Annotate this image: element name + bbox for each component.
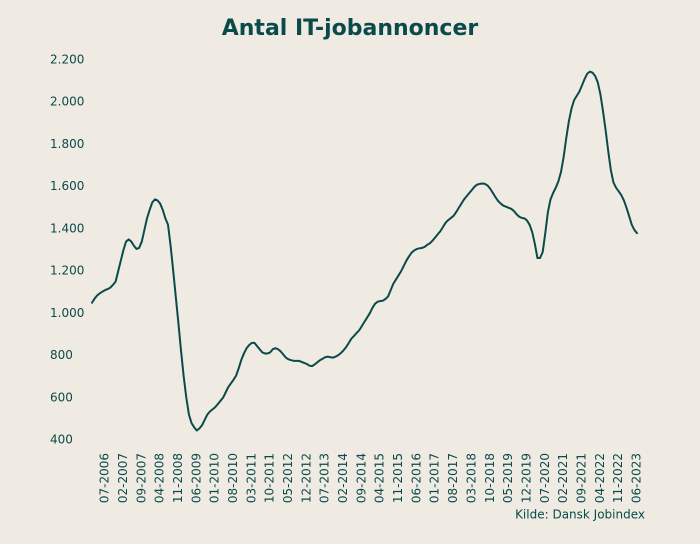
x-tick-label: 07-2013 bbox=[318, 453, 332, 503]
x-tick-label: 05-2012 bbox=[281, 453, 295, 503]
x-tick-label: 09-2007 bbox=[134, 453, 148, 503]
x-tick-label: 04-2008 bbox=[153, 453, 167, 503]
x-tick-label: 12-2012 bbox=[299, 453, 313, 503]
y-tick-label: 1.200 bbox=[50, 264, 84, 278]
x-tick-label: 03-2018 bbox=[464, 453, 478, 503]
x-tick-label: 04-2015 bbox=[373, 453, 387, 503]
x-tick-label: 01-2017 bbox=[428, 453, 442, 503]
x-tick-label: 12-2019 bbox=[519, 453, 533, 503]
x-tick-label: 09-2014 bbox=[354, 453, 368, 503]
y-tick-label: 800 bbox=[50, 348, 73, 362]
x-tick-label: 06-2023 bbox=[630, 453, 644, 503]
y-tick-label: 2.200 bbox=[50, 53, 84, 67]
chart-title: Antal IT-jobannoncer bbox=[222, 16, 479, 41]
y-tick-label: 1.400 bbox=[50, 221, 84, 235]
x-tick-label: 08-2010 bbox=[226, 453, 240, 503]
x-tick-label: 07-2006 bbox=[98, 453, 112, 503]
x-tick-label: 02-2007 bbox=[116, 453, 130, 503]
x-tick-label: 01-2010 bbox=[208, 453, 222, 503]
x-tick-label: 10-2018 bbox=[483, 453, 497, 503]
x-tick-label: 10-2011 bbox=[263, 453, 277, 503]
y-tick-label: 1.800 bbox=[50, 137, 84, 151]
x-tick-label: 07-2020 bbox=[538, 453, 552, 503]
data-line bbox=[91, 70, 638, 432]
x-tick-label: 03-2011 bbox=[244, 453, 258, 503]
y-tick-label: 2.000 bbox=[50, 95, 84, 109]
x-tick-label: 11-2015 bbox=[391, 453, 405, 503]
x-tick-label: 05-2019 bbox=[501, 453, 515, 503]
y-tick-label: 600 bbox=[50, 390, 73, 404]
x-tick-label: 11-2008 bbox=[171, 453, 185, 503]
x-tick-label: 08-2017 bbox=[446, 453, 460, 503]
y-tick-label: 400 bbox=[50, 433, 73, 447]
x-tick-label: 06-2016 bbox=[409, 453, 423, 503]
y-tick-label: 1.600 bbox=[50, 179, 84, 193]
x-tick-label: 06-2009 bbox=[189, 453, 203, 503]
x-tick-label: 02-2014 bbox=[336, 453, 350, 503]
y-tick-label: 1.000 bbox=[50, 306, 84, 320]
x-tick-label: 04-2022 bbox=[593, 453, 607, 503]
x-tick-label: 02-2021 bbox=[556, 453, 570, 503]
x-tick-label: 11-2022 bbox=[611, 453, 625, 503]
source-note: Kilde: Dansk Jobindex bbox=[515, 508, 645, 522]
x-tick-label: 09-2021 bbox=[574, 453, 588, 503]
